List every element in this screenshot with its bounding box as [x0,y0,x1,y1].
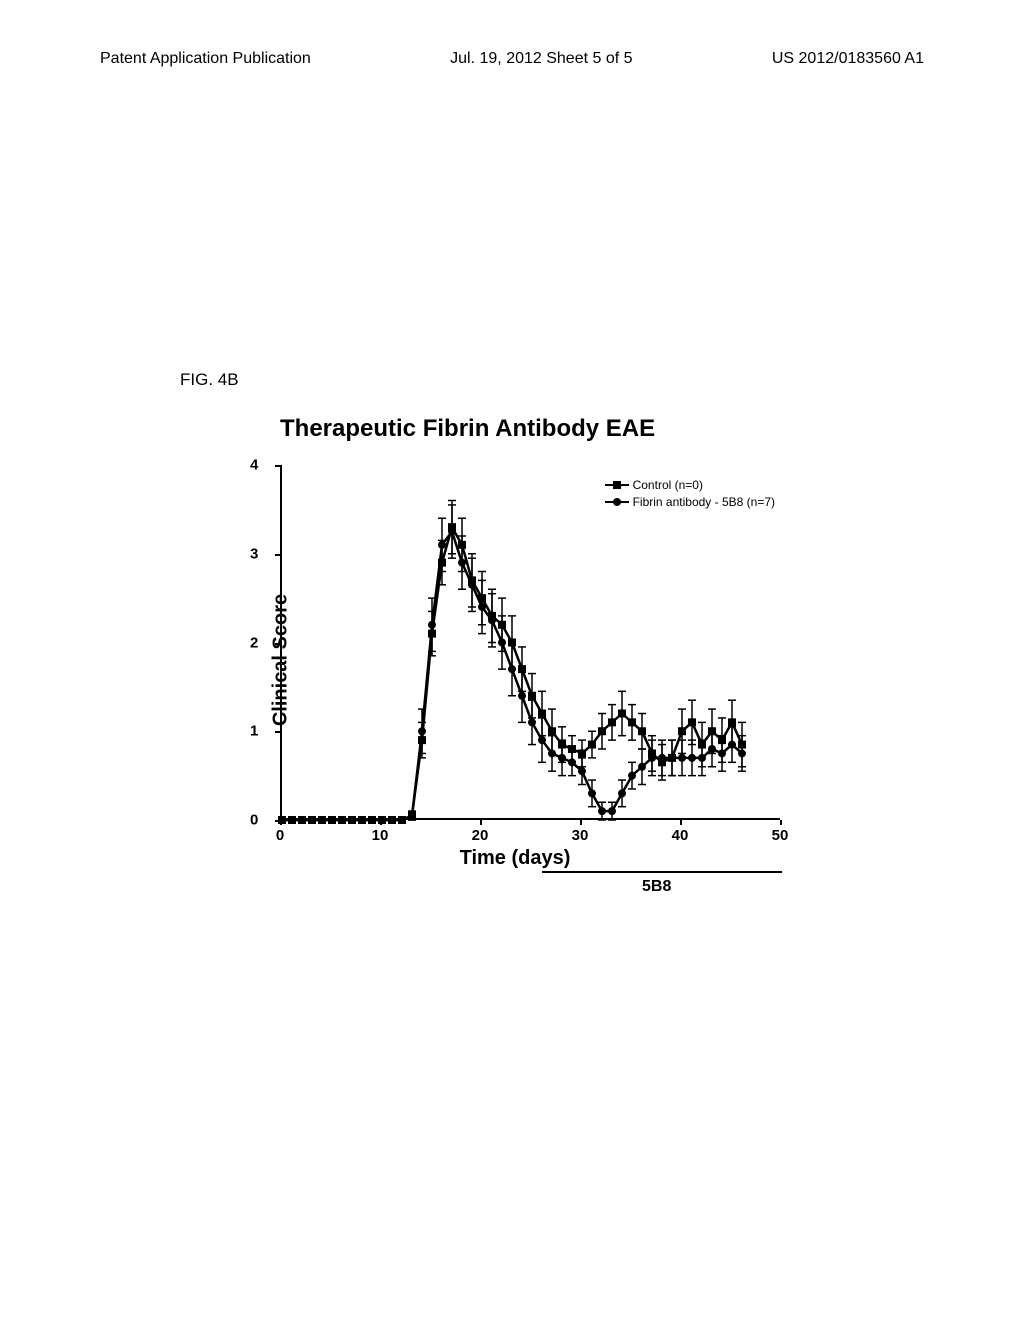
x-tick [680,820,682,825]
x-tick-label: 40 [672,827,689,844]
x-tick-label: 0 [276,827,284,844]
x-tick-label: 20 [472,827,489,844]
y-tick [275,643,280,645]
y-tick-label: 2 [250,634,258,651]
x-tick [480,820,482,825]
chart-svg [282,465,782,820]
chart-container: Clinical Score Time (days) Control (n=0)… [230,455,800,865]
treatment-label: 5B8 [642,878,671,896]
plot-area: Control (n=0) Fibrin antibody - 5B8 (n=7… [280,465,780,820]
header-center: Jul. 19, 2012 Sheet 5 of 5 [450,50,632,68]
x-tick [780,820,782,825]
y-tick-label: 1 [250,723,258,740]
header-left: Patent Application Publication [100,50,311,68]
x-tick [280,820,282,825]
x-tick [380,820,382,825]
y-tick-label: 0 [250,812,258,829]
y-tick [275,554,280,556]
y-tick [275,465,280,467]
x-tick-label: 30 [572,827,589,844]
y-tick-label: 3 [250,545,258,562]
x-tick [580,820,582,825]
y-tick [275,731,280,733]
chart-title: Therapeutic Fibrin Antibody EAE [280,415,655,443]
x-tick-label: 10 [372,827,389,844]
treatment-bar [542,871,782,873]
header-right: US 2012/0183560 A1 [772,50,924,68]
y-tick-label: 4 [250,457,258,474]
patent-header: Patent Application Publication Jul. 19, … [100,50,924,68]
figure-label: FIG. 4B [180,370,239,390]
x-axis-label: Time (days) [460,847,571,870]
x-tick-label: 50 [772,827,789,844]
